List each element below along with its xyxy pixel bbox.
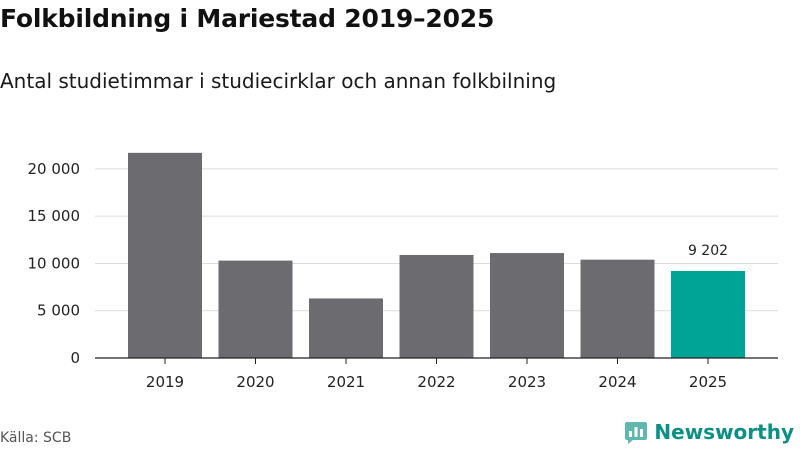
x-tick-label: 2025 [689,373,727,391]
bar-2020 [218,260,293,358]
y-tick-label: 15 000 [28,207,81,225]
chart-title: Folkbildning i Mariestad 2019–2025 [0,4,495,33]
bar-2024 [580,259,655,358]
y-tick-label: 5 000 [37,302,80,320]
brand-name: Newsworthy [654,420,794,444]
bar-2021 [309,298,383,358]
value-label: 9 202 [688,243,728,259]
x-tick-label: 2021 [327,373,365,391]
newsworthy-logo-icon [625,422,648,444]
bar-2019 [128,152,202,358]
bar-2023 [490,253,564,358]
source-label: Källa: SCB [0,430,72,446]
y-tick-label: 10 000 [28,254,81,272]
bars [128,152,745,358]
labels: 0 5 000 10 000 15 000 20 000 2019 2020 2021 2022… [28,160,778,391]
y-tick-label: 20 000 [28,160,81,178]
y-tick-label: 0 [70,349,80,367]
bar-2022 [399,254,474,358]
x-tick-label: 2024 [598,373,636,391]
chart-subtitle: Antal studietimmar i studiecirklar och a… [0,69,557,93]
x-tick-label: 2022 [417,373,455,391]
bar-2025 [671,270,745,358]
x-tick-label: 2020 [236,373,274,391]
bar-chart: 0 5 000 10 000 15 000 20 000 2019 2020 2021 2022… [28,152,778,391]
x-tick-label: 2023 [508,373,546,391]
x-tick-label: 2019 [146,373,184,391]
brand-logo: Newsworthy [624,420,794,444]
